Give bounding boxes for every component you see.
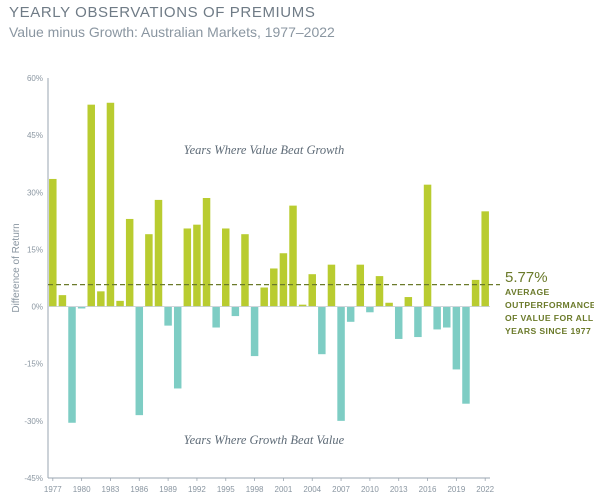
bar-1997 bbox=[241, 234, 249, 307]
bar-2017 bbox=[433, 306, 441, 330]
x-tick-label: 2004 bbox=[303, 485, 321, 494]
bar-1986 bbox=[135, 306, 144, 416]
y-tick-label: 45% bbox=[27, 131, 43, 140]
y-tick-label: -45% bbox=[24, 474, 43, 483]
bar-2002 bbox=[289, 205, 297, 307]
bar-1988 bbox=[154, 199, 163, 307]
bar-2014 bbox=[404, 297, 413, 307]
y-tick-label: 15% bbox=[27, 245, 43, 254]
bar-1994 bbox=[212, 306, 220, 328]
bar-1992 bbox=[193, 224, 201, 307]
bar-1980 bbox=[77, 306, 86, 309]
bar-1983 bbox=[106, 102, 115, 307]
bar-2012 bbox=[385, 302, 393, 307]
bar-2021 bbox=[471, 279, 480, 307]
bar-1979 bbox=[68, 306, 76, 423]
bar-1999 bbox=[260, 287, 268, 307]
bar-2020 bbox=[462, 306, 470, 404]
x-tick-label: 2022 bbox=[476, 485, 494, 494]
bar-2001 bbox=[279, 253, 288, 307]
x-tick-label: 2013 bbox=[390, 485, 408, 494]
bar-2018 bbox=[443, 306, 451, 328]
x-tick-label: 1980 bbox=[73, 485, 91, 494]
bar-1982 bbox=[97, 291, 105, 307]
bar-2007 bbox=[337, 306, 345, 421]
bar-1989 bbox=[164, 306, 172, 326]
average-value-label: 5.77% bbox=[505, 269, 548, 286]
bar-1990 bbox=[173, 306, 182, 389]
x-tick-label: 1989 bbox=[159, 485, 177, 494]
axes: 60% 45% 30% 15% 0% -15% -30% -45%1977 1980 1983 19… bbox=[24, 74, 500, 494]
bar-2019 bbox=[452, 306, 461, 370]
x-tick-label: 2016 bbox=[419, 485, 437, 494]
x-tick-label: 1992 bbox=[188, 485, 206, 494]
x-tick-label: 1983 bbox=[102, 485, 120, 494]
bar-1987 bbox=[145, 234, 153, 307]
average-text-line-1: AVERAGE bbox=[505, 287, 550, 297]
bar-2008 bbox=[346, 306, 355, 322]
bar-1981 bbox=[87, 104, 95, 307]
bar-2015 bbox=[414, 306, 422, 338]
x-tick-label: 2007 bbox=[332, 485, 350, 494]
bar-2011 bbox=[375, 276, 384, 307]
x-tick-label: 2019 bbox=[447, 485, 465, 494]
bar-1996 bbox=[231, 306, 240, 317]
y-tick-label: -30% bbox=[24, 417, 43, 426]
top-region-label: Years Where Value Beat Growth bbox=[184, 143, 344, 157]
bar-1978 bbox=[58, 295, 67, 307]
bar-1998 bbox=[250, 306, 259, 357]
bottom-region-label: Years Where Growth Beat Value bbox=[184, 433, 345, 447]
y-tick-label: 30% bbox=[27, 188, 43, 197]
bar-2009 bbox=[356, 264, 365, 307]
bar-1985 bbox=[125, 218, 134, 307]
bar-2022 bbox=[481, 211, 489, 307]
bar-2005 bbox=[318, 306, 326, 355]
x-tick-label: 2010 bbox=[361, 485, 379, 494]
bar-2000 bbox=[270, 268, 278, 307]
bar-2006 bbox=[327, 264, 336, 307]
bar-1995 bbox=[222, 228, 230, 307]
bar-2003 bbox=[298, 304, 307, 307]
x-tick-label: 1986 bbox=[130, 485, 148, 494]
x-tick-label: 1998 bbox=[246, 485, 264, 494]
average-text-line-4: YEARS SINCE 1977 bbox=[505, 326, 591, 336]
y-axis-label: Difference of Return bbox=[11, 223, 22, 312]
bars bbox=[49, 102, 489, 423]
x-tick-label: 1995 bbox=[217, 485, 235, 494]
bar-2010 bbox=[366, 306, 374, 313]
y-tick-label: 0% bbox=[31, 303, 43, 312]
bar-2013 bbox=[394, 306, 403, 339]
chart-title: YEARLY OBSERVATIONS OF PREMIUMS bbox=[9, 4, 316, 21]
bar-1993 bbox=[202, 198, 211, 307]
y-tick-label: 60% bbox=[27, 74, 43, 83]
bar-2016 bbox=[423, 184, 432, 307]
x-tick-label: 2001 bbox=[275, 485, 293, 494]
chart-subtitle: Value minus Growth: Australian Markets, … bbox=[9, 24, 335, 40]
average-text-line-3: OF VALUE FOR ALL bbox=[505, 313, 594, 323]
bar-1977 bbox=[49, 178, 57, 307]
bar-1991 bbox=[183, 228, 192, 307]
bar-1984 bbox=[116, 300, 124, 307]
bar-2004 bbox=[308, 274, 316, 307]
y-tick-label: -15% bbox=[24, 360, 43, 369]
x-tick-label: 1977 bbox=[44, 485, 62, 494]
average-text-line-2: OUTPERFORMANCE bbox=[505, 300, 594, 310]
